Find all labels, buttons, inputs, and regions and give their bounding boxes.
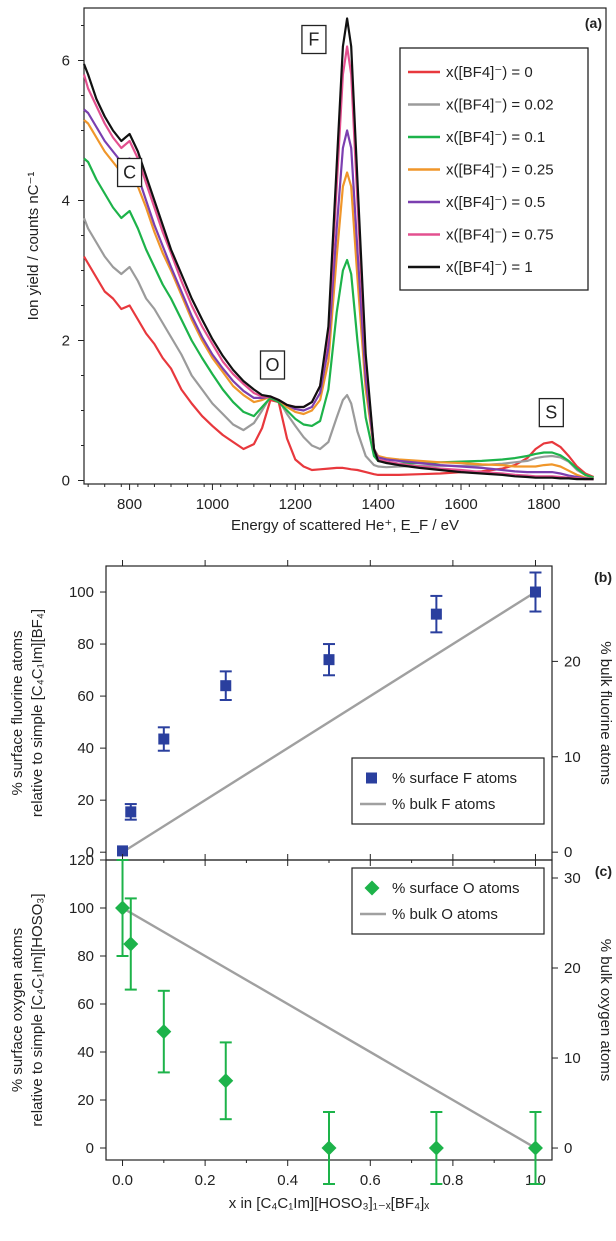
panel-a-peak-label: F [308,30,319,50]
panel-c-x-axis-title: x in [C₄C₁Im][HOSO₃]₁₋ₓ[BF₄]ₓ [229,1195,429,1212]
panel-b-y-tick-label: 80 [77,636,94,653]
panel-c-y-tick-label: 120 [69,852,94,869]
panel-b-y-axis-title-line1: % surface fluorine atoms [9,630,26,795]
panel-c-y-tick-label: 20 [77,1092,94,1109]
panel-a-legend-label: x([BF4]⁻) = 0.02 [446,97,554,114]
panel-b-data-point [220,680,232,692]
panel-c-bulk-line [121,906,537,1150]
panel-a-peak-label: S [545,403,557,423]
panel-a-peak-label: C [123,163,136,183]
panel-b-y-axis-title-line2: relative to simple [C₄C₁Im][BF₄] [29,609,46,817]
panel-b-bulk-line [121,591,537,854]
panel-c-x-tick-label: 0.4 [277,1172,298,1189]
panel-b-data-point [430,608,442,620]
panel-a-x-tick-label: 800 [117,496,142,513]
panel-c-x-tick-label: 0.6 [360,1172,381,1189]
panel-a-series-line-6 [82,17,594,481]
panel-c-label: (c) [595,863,612,879]
panel-c-x-tick-label: 0.8 [442,1172,463,1189]
panel-b-y2-tick-label: 0 [564,844,572,861]
panel-a-peak-box [116,157,143,188]
panel-b-label: (b) [594,569,612,585]
panel-c-y-tick-label: 80 [77,948,94,965]
panel-a-y-tick-label: 0 [62,473,70,490]
panel-b-legend-label: % bulk F atoms [392,796,495,813]
panel-c-data-point [527,1140,543,1156]
panel-c-y-tick-label: 100 [69,900,94,917]
panel-c-y2-axis-title: % bulk oxygen atoms [597,939,614,1082]
panel-a-series-line-3 [83,119,594,481]
panel-a-series-line-2 [83,157,594,479]
panel-b-y-tick-label: 60 [77,688,94,705]
panel-a-x-tick-label: 1600 [444,496,477,513]
panel-c-legend-label: % bulk O atoms [392,906,498,923]
panel-c-legend-label: % surface O atoms [392,880,520,897]
panel-c-y-tick-label: 60 [77,996,94,1013]
panel-a-legend-label: x([BF4]⁻) = 0.75 [446,227,554,244]
panel-a-legend-label: x([BF4]⁻) = 0 [446,64,533,81]
panel-c-y-tick-label: 40 [77,1044,94,1061]
panel-a-y-tick-label: 2 [62,333,70,350]
panel-c-legend-box [351,867,545,935]
panel-a-peak-box [259,350,286,380]
panel-b-data-point [125,806,137,818]
panel-c-y-tick-label: 0 [86,1140,94,1157]
panel-a-x-tick-label: 1800 [527,496,560,513]
panel-c-y2-tick-label: 10 [564,1050,581,1067]
panel-a-peak-label: O [265,355,279,375]
panel-c-data-point [428,1140,444,1156]
panel-a-peak-box [538,397,564,428]
panel-a-x-tick-label: 1200 [279,496,312,513]
panel-c-data-point [321,1140,337,1156]
panel-b-y-tick-label: 20 [77,792,94,809]
panel-b-data-point [323,654,335,666]
panel-c-y2-tick-label: 0 [564,1140,572,1157]
panel-c-data-point [218,1073,234,1089]
panel-a-x-tick-label: 1000 [196,496,229,513]
panel-a-y-tick-label: 4 [62,193,70,210]
panel-a-legend-label: x([BF4]⁻) = 0.25 [446,162,554,179]
panel-b-y2-tick-label: 10 [564,749,581,766]
panel-c-x-tick-label: 0.2 [195,1172,216,1189]
panel-a-x-tick-label: 1400 [361,496,394,513]
panel-a-legend-label: x([BF4]⁻) = 0.1 [446,129,545,146]
panel-c-y-axis-title-line2: relative to simple [C₄C₁Im][HOSO₃] [29,893,46,1126]
panel-a-frame [83,7,607,485]
panel-b-y-tick-label: 100 [69,584,94,601]
panel-a-series-line-1 [82,217,594,479]
panel-a-x-axis-title: Energy of scattered He⁺, E_F / eV [231,517,459,534]
panel-b-y2-axis-title: % bulk fluorine atoms [597,641,614,784]
panel-b-data-point [529,586,541,598]
panel-c-y2-tick-label: 20 [564,960,581,977]
panel-c-data-point [156,1024,172,1040]
panel-a-legend-label: x([BF4]⁻) = 0.5 [446,194,545,211]
panel-a-peak-box [301,24,327,55]
panel-b-data-point [117,845,129,857]
panel-c-x-tick-label: 0.0 [112,1172,133,1189]
panel-b-y2-tick-label: 20 [564,653,581,670]
panel-c-y2-tick-label: 30 [564,870,581,887]
panel-b-y-tick-label: 0 [86,844,94,861]
panel-c-y-axis-title-line1: % surface oxygen atoms [9,928,26,1092]
panel-c-data-point [115,900,131,916]
panel-c-data-point [123,936,139,952]
panel-b-data-point [158,733,170,745]
panel-a-legend-label: x([BF4]⁻) = 1 [446,259,533,276]
panel-b-y-tick-label: 40 [77,740,94,757]
panel-a-y-tick-label: 6 [62,53,70,70]
panel-c-legend-marker [364,880,380,896]
panel-b-legend-marker [366,772,377,784]
panel-a-y-axis-title: Ion yield / counts nC⁻¹ [25,172,42,321]
panel-a-label: (a) [585,15,602,31]
panel-a-series-line-4 [83,108,594,481]
panel-b-legend-label: % surface F atoms [392,770,517,787]
panel-a-series-line-0 [83,255,595,479]
panel-b-legend-box [351,757,545,825]
